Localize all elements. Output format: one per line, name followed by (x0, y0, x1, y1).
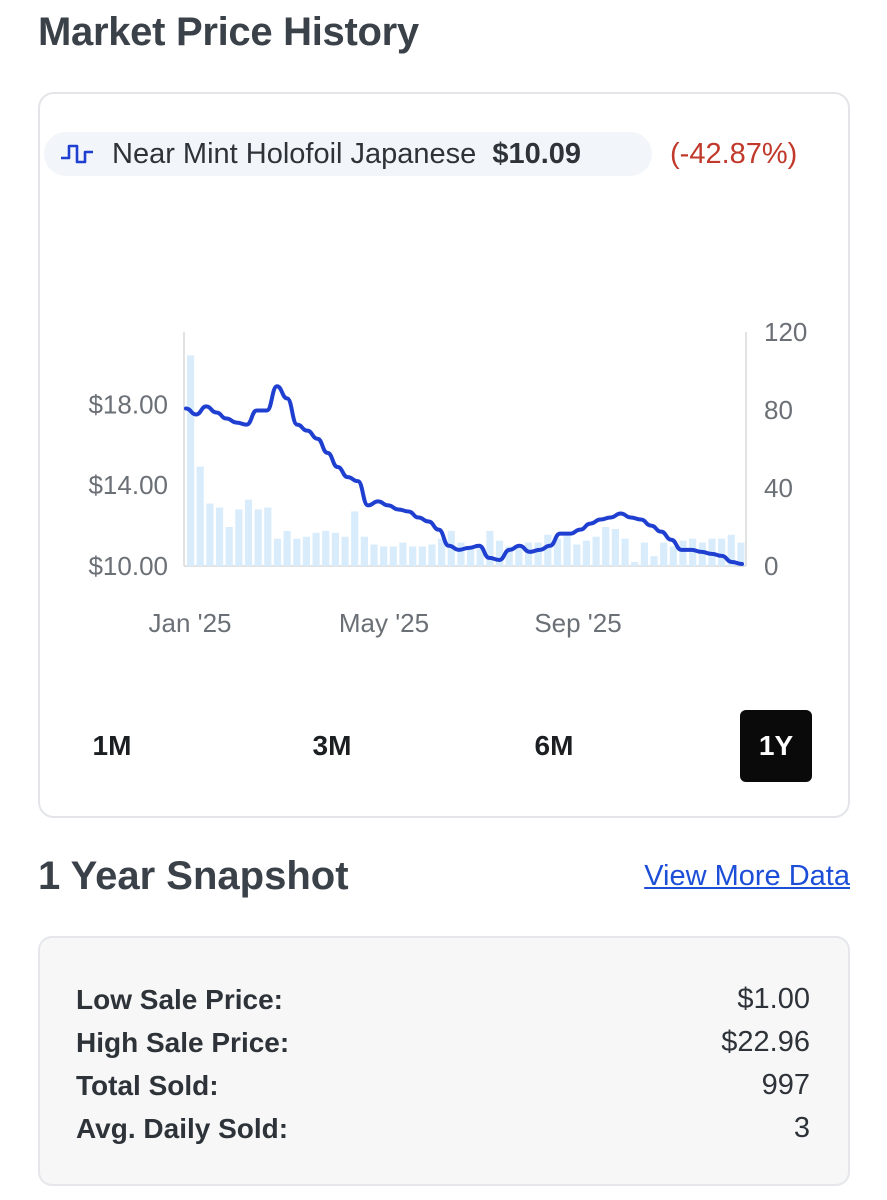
volume-bar (515, 546, 523, 566)
stat-value: $1.00 (737, 983, 810, 1015)
volume-bar (524, 542, 533, 566)
series-price: $10.09 (492, 137, 582, 170)
volume-bar (621, 538, 629, 566)
volume-bar (495, 540, 504, 566)
stat-label: Low Sale Price: (76, 983, 283, 1015)
volume-bar (331, 532, 339, 566)
volume-bar (360, 536, 368, 566)
stat-label: High Sale Price: (76, 1026, 290, 1058)
y-left-tick-label: $14.00 (88, 470, 168, 500)
volume-bar (215, 507, 224, 566)
volume-bar (293, 538, 301, 566)
volume-bar (689, 538, 697, 566)
volume-bar (544, 534, 552, 566)
time-range-tabs: 1M 3M 6M 1Y (40, 710, 852, 784)
volume-bar (428, 544, 436, 566)
y-right-tick-label: 0 (764, 551, 778, 581)
volume-bar (640, 542, 648, 566)
volume-bar (438, 538, 446, 566)
volume-bar (563, 534, 571, 566)
y-right-tick-label: 80 (764, 395, 793, 425)
volume-bar (244, 499, 253, 566)
stat-value: $22.96 (721, 1026, 810, 1058)
volume-bar (611, 528, 619, 566)
volume-bar (418, 546, 426, 566)
volume-bar (264, 507, 272, 566)
stat-value: 997 (761, 1069, 810, 1101)
volume-bar (322, 530, 330, 566)
volume-bar (476, 546, 484, 566)
volume-bar (351, 511, 359, 566)
stat-label: Avg. Daily Sold: (76, 1112, 289, 1144)
y-left-tick-label: $10.00 (88, 551, 168, 581)
volume-bar (283, 530, 291, 566)
volume-bar (669, 546, 677, 566)
volume-bar (370, 544, 378, 566)
volume-bar (534, 542, 542, 566)
volume-bar (698, 542, 706, 566)
volume-bar (486, 530, 494, 566)
stat-value: 3 (793, 1112, 810, 1144)
volume-bar (573, 544, 581, 566)
volume-bar (302, 536, 311, 566)
series-name: Near Mint Holofoil Japanese (112, 137, 477, 170)
price-change-percent: (-42.87%) (670, 138, 798, 170)
stat-row-avg-daily-sold: Avg. Daily Sold: 3 (76, 1107, 810, 1150)
stat-row-total-sold: Total Sold: 997 (76, 1064, 810, 1107)
volume-bar (505, 546, 513, 566)
range-tab-1y[interactable]: 1Y (740, 710, 812, 782)
volume-bar (254, 509, 262, 566)
volume-bar (312, 532, 320, 566)
volume-bar (457, 542, 465, 566)
volume-bar (582, 540, 591, 566)
y-right-tick-label: 40 (764, 473, 793, 503)
y-right-tick-label: 120 (764, 317, 807, 347)
volume-bar (206, 503, 214, 566)
range-tab-3m[interactable]: 3M (312, 730, 352, 761)
volume-bar (650, 556, 658, 566)
volume-bar (225, 527, 233, 566)
price-history-card: Near Mint Holofoil Japanese $10.09 (-42.… (38, 92, 850, 818)
x-tick-label: May '25 (339, 608, 429, 638)
volume-bar (602, 527, 610, 566)
volume-bar (718, 538, 726, 566)
volume-bar (631, 562, 639, 566)
x-tick-label: Sep '25 (534, 608, 621, 638)
stat-label: Total Sold: (76, 1069, 219, 1101)
range-tab-1m[interactable]: 1M (92, 730, 132, 761)
volume-bar (679, 540, 687, 566)
page-title: Market Price History (38, 10, 419, 54)
x-tick-label: Jan '25 (148, 608, 231, 638)
snapshot-title: 1 Year Snapshot (38, 854, 349, 898)
volume-bar (727, 534, 735, 566)
volume-bar (467, 548, 475, 566)
volume-bar (273, 538, 282, 566)
price-chart[interactable]: $10.00 $14.00 $18.00 0 40 80 120 Jan '25 May '25… (40, 94, 852, 694)
stat-row-low-sale: Low Sale Price: $1.00 (76, 978, 810, 1021)
volume-bar (592, 536, 600, 566)
volume-bar (399, 542, 407, 566)
volume-bar (187, 355, 195, 566)
range-tab-6m[interactable]: 6M (534, 730, 574, 761)
volume-bar (553, 538, 562, 566)
volume-bar (341, 536, 349, 566)
series-legend[interactable]: Near Mint Holofoil Japanese $10.09 (44, 132, 652, 176)
volume-bar (380, 546, 388, 566)
volume-bar (409, 546, 417, 566)
view-more-data-link[interactable]: View More Data (644, 860, 850, 892)
snapshot-card: Low Sale Price: $1.00 High Sale Price: $… (38, 936, 850, 1186)
y-left-tick-label: $18.00 (88, 389, 168, 419)
volume-bar (235, 509, 243, 566)
price-line (184, 384, 744, 566)
volume-bar (737, 542, 745, 566)
step-line-icon (61, 144, 93, 164)
volume-bar (660, 542, 668, 566)
stat-row-high-sale: High Sale Price: $22.96 (76, 1021, 810, 1064)
volume-bar (389, 546, 397, 566)
volume-bar (196, 466, 204, 566)
